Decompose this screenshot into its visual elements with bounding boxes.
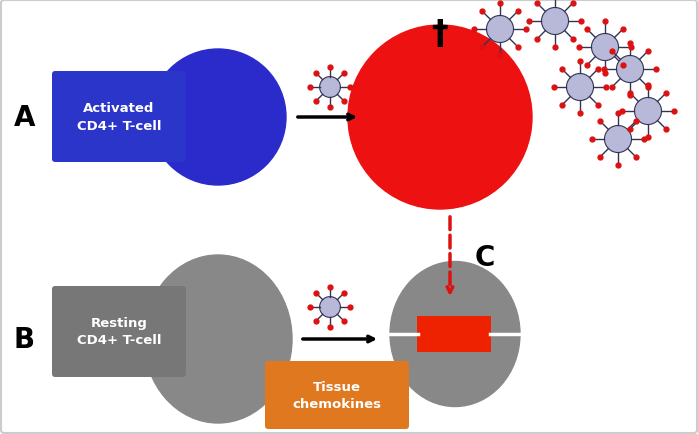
FancyBboxPatch shape [52, 286, 186, 377]
Circle shape [487, 16, 514, 43]
Circle shape [604, 126, 632, 153]
FancyBboxPatch shape [52, 72, 186, 163]
Ellipse shape [144, 256, 292, 423]
Circle shape [348, 26, 532, 210]
FancyBboxPatch shape [265, 361, 409, 429]
Text: Tissue
chemokines: Tissue chemokines [292, 380, 382, 410]
Circle shape [591, 34, 618, 61]
Circle shape [320, 77, 341, 98]
Text: C: C [475, 243, 496, 271]
Circle shape [616, 56, 644, 83]
FancyBboxPatch shape [417, 316, 491, 352]
Circle shape [542, 8, 568, 36]
Circle shape [634, 98, 662, 125]
Circle shape [150, 50, 286, 186]
Text: Resting
CD4+ T-cell: Resting CD4+ T-cell [77, 317, 161, 347]
Text: A: A [14, 104, 36, 132]
Text: Activated
CD4+ T-cell: Activated CD4+ T-cell [77, 102, 161, 132]
Text: †: † [431, 18, 448, 51]
Ellipse shape [390, 262, 520, 407]
Circle shape [567, 74, 593, 101]
Circle shape [320, 297, 341, 318]
Text: B: B [14, 325, 35, 353]
